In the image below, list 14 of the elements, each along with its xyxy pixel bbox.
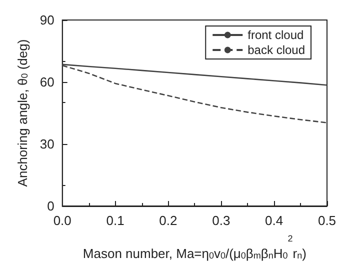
legend-label: back cloud [248, 43, 306, 57]
text: Mason number, Ma=η0v0/(μ0βmβnH02rn) [82, 234, 306, 261]
y-tick-label: 30 [40, 136, 54, 152]
x-tick-label: 0.4 [265, 213, 284, 228]
x-tick-label: 0.5 [318, 213, 336, 228]
y-axis-title: Anchoring angle, θ0 (deg) [15, 39, 30, 187]
x-tick-label: 0.1 [106, 213, 124, 228]
x-tick-label: 0.0 [53, 213, 72, 228]
y-tick-label: 90 [40, 12, 54, 28]
x-tick-label: 0.2 [159, 213, 178, 228]
x-tick-label: 0.3 [212, 213, 230, 228]
y-tick-label: 0 [47, 198, 54, 214]
legend-label: front cloud [248, 28, 304, 42]
y-tick-label: 60 [40, 74, 54, 90]
